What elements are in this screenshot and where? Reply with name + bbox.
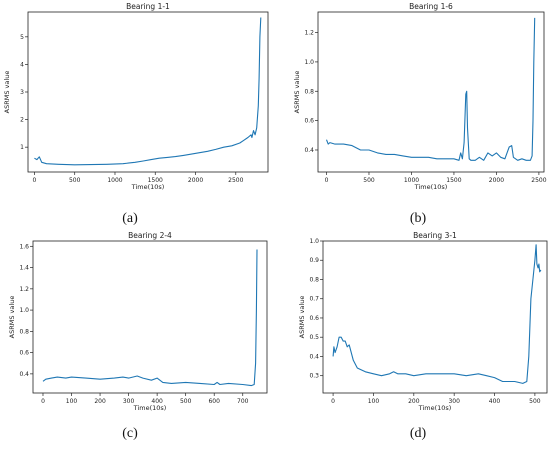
y-tick-label: 0.8 xyxy=(19,328,29,335)
x-tick-label: 400 xyxy=(489,398,501,405)
x-tick-label: 1000 xyxy=(107,177,122,184)
y-tick-label: 0.6 xyxy=(19,350,29,357)
panel-caption-b: (b) xyxy=(409,211,427,226)
chart-title: Bearing 2-4 xyxy=(128,231,172,240)
plot-frame xyxy=(322,240,548,394)
x-tick-label: 2500 xyxy=(531,177,546,184)
x-tick-label: 2000 xyxy=(489,177,504,184)
y-axis-label: ASRMS value xyxy=(8,296,16,339)
y-tick-label: 1.0 xyxy=(19,307,29,314)
y-tick-label: 1.6 xyxy=(19,243,29,250)
y-tick-label: 2 xyxy=(20,117,24,124)
y-tick-label: 3 xyxy=(20,89,24,96)
x-tick-label: 500 xyxy=(69,177,81,184)
x-tick-label: 0 xyxy=(325,177,329,184)
x-axis-label: Time(10s) xyxy=(418,404,452,412)
y-tick-label: 0.8 xyxy=(304,88,314,95)
y-tick-label: 0.8 xyxy=(309,276,319,283)
x-tick-label: 0 xyxy=(33,177,37,184)
y-axis-label: ASRMS value xyxy=(3,71,11,114)
y-tick-label: 1.0 xyxy=(304,59,314,66)
chart-title: Bearing 3-1 xyxy=(413,231,457,240)
x-tick-label: 300 xyxy=(448,398,460,405)
x-axis-label: Time(10s) xyxy=(133,404,167,412)
chart-panel-1: Bearing 1-1 0 500 1000 1500 2000 2500 1 2 3 4 5 Time… xyxy=(3,2,269,191)
x-tick-label: 500 xyxy=(363,177,375,184)
series-line xyxy=(325,17,536,161)
chart-title: Bearing 1-1 xyxy=(126,2,170,11)
plot-frame xyxy=(27,11,269,173)
y-tick-label: 4 xyxy=(20,61,24,68)
x-tick-label: 200 xyxy=(94,398,106,405)
x-tick-label: 1500 xyxy=(148,177,163,184)
x-tick-label: 2500 xyxy=(228,177,243,184)
y-tick-label: 0.5 xyxy=(309,334,319,341)
panel-caption-a: (a) xyxy=(122,211,138,226)
panel-caption-c: (c) xyxy=(122,426,138,441)
x-tick-label: 1500 xyxy=(446,177,461,184)
chart-title: Bearing 1-6 xyxy=(409,2,453,11)
y-tick-label: 1 xyxy=(20,144,24,151)
x-tick-label: 0 xyxy=(41,398,45,405)
y-tick-label: 0.4 xyxy=(19,371,29,378)
x-tick-label: 0 xyxy=(331,398,335,405)
y-tick-label: 1.2 xyxy=(19,286,29,293)
x-tick-label: 100 xyxy=(66,398,78,405)
x-tick-label: 500 xyxy=(529,398,541,405)
y-tick-label: 0.6 xyxy=(304,118,314,125)
x-tick-label: 700 xyxy=(237,398,249,405)
x-tick-label: 2000 xyxy=(188,177,203,184)
y-tick-label: 5 xyxy=(20,34,24,41)
y-tick-label: 1.0 xyxy=(309,238,319,245)
y-tick-label: 0.7 xyxy=(309,296,319,303)
y-axis-label: ASRMS value xyxy=(298,296,306,339)
x-axis-label: Time(10s) xyxy=(414,183,448,191)
series-line xyxy=(34,17,262,166)
x-tick-label: 1000 xyxy=(404,177,419,184)
panel-caption-d: (d) xyxy=(409,426,427,441)
y-tick-label: 0.4 xyxy=(304,147,314,154)
x-tick-label: 300 xyxy=(123,398,135,405)
x-axis-label: Time(10s) xyxy=(131,183,165,191)
y-tick-label: 0.9 xyxy=(309,257,319,264)
x-tick-label: 100 xyxy=(368,398,380,405)
y-tick-label: 1.2 xyxy=(304,30,314,37)
chart-panel-4: Bearing 3-1 0 100 200 300 400 500 0.3 0.4 0.5 0.6 0… xyxy=(298,231,548,412)
y-axis-label: ASRMS value xyxy=(293,71,301,114)
plot-frame xyxy=(32,240,268,394)
y-tick-label: 0.6 xyxy=(309,315,319,322)
x-tick-label: 200 xyxy=(408,398,420,405)
y-tick-label: 0.3 xyxy=(309,373,319,380)
series-line xyxy=(332,244,542,384)
y-tick-label: 1.4 xyxy=(19,265,29,272)
chart-panel-3: Bearing 2-4 0 100 200 300 400 500 600 700 0.4 0.6 0… xyxy=(8,231,268,412)
plot-frame xyxy=(317,11,545,173)
y-tick-label: 0.4 xyxy=(309,353,319,360)
x-tick-label: 600 xyxy=(208,398,220,405)
series-line xyxy=(42,249,258,387)
chart-panel-2: Bearing 1-6 0 500 1000 1500 2000 2500 0.4 0.6 0.8… xyxy=(293,2,547,191)
x-tick-label: 400 xyxy=(151,398,163,405)
x-tick-label: 500 xyxy=(180,398,192,405)
